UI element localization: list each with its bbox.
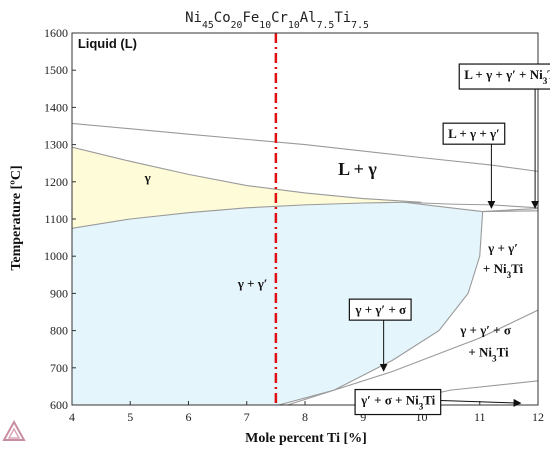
- y-tick-label: 1100: [44, 212, 68, 226]
- chart-title: Ni45Co20Fe10Cr10Al7.5Ti7.5: [185, 10, 369, 31]
- boundary-gamma_solidus_upper: [72, 146, 422, 203]
- boundary-liquidus: [72, 122, 538, 172]
- x-tick-label: 11: [474, 410, 486, 424]
- gamma-gamma-prime-region: [72, 202, 483, 405]
- region-label: Liquid (L): [78, 36, 137, 51]
- region-label: γ: [144, 170, 151, 185]
- boundary-l_gamma_lower: [482, 208, 538, 213]
- region-label: γ + γ′: [487, 240, 518, 255]
- annotation-box: [348, 298, 412, 321]
- thermo-calc-logo-icon: [2, 419, 26, 441]
- y-tick-label: 1300: [44, 138, 68, 152]
- annotation-label: γ′ + σ + Ni3Ti: [360, 393, 436, 412]
- region-label: γ + γ′: [237, 276, 268, 291]
- annotation-label: L + γ + γ′ + Ni3Ti: [464, 67, 550, 86]
- annotation-box: [354, 388, 442, 416]
- y-tick-label: 1200: [44, 175, 68, 189]
- x-tick-label: 12: [532, 410, 544, 424]
- region-label: + Ni3Ti: [468, 345, 509, 364]
- annotation-box: [458, 63, 550, 90]
- y-axis-label: Temperature [ºC]: [9, 165, 24, 270]
- y-tick-label: 1500: [44, 63, 68, 77]
- annotation-arrow: [440, 398, 522, 407]
- y-tick-label: 1400: [44, 100, 68, 114]
- annotation-box: [442, 122, 506, 145]
- x-tick-label: 5: [127, 410, 133, 424]
- y-tick-label: 800: [50, 324, 68, 338]
- boundary-gamma_prime_solvus: [72, 201, 538, 229]
- region-label: L + γ: [338, 159, 377, 179]
- x-tick-label: 8: [302, 410, 308, 424]
- region-label: γ + γ′ + σ: [459, 322, 511, 337]
- plot-area: 4 5 6 7 8 9 10 11 126007008009001000110012001300…: [44, 26, 550, 424]
- x-axis-label: Mole percent Ti [%]: [245, 431, 367, 446]
- boundary-sigma_solvus: [287, 309, 538, 405]
- x-tick-label: 4: [69, 410, 75, 424]
- gamma-region: [72, 147, 422, 229]
- x-tick-label: 6: [186, 410, 192, 424]
- y-tick-label: 900: [50, 286, 68, 300]
- annotation-label: L + γ + γ′: [448, 126, 500, 141]
- plot-content: [72, 33, 538, 405]
- y-tick-label: 1600: [44, 26, 68, 40]
- y-tick-label: 700: [50, 361, 68, 375]
- x-tick-label: 7: [244, 410, 250, 424]
- x-tick-label: 9: [360, 410, 366, 424]
- y-tick-label: 1000: [44, 249, 68, 263]
- y-tick-label: 600: [50, 398, 68, 412]
- boundary-l_gamma_upper: [404, 201, 538, 209]
- region-label: + Ni3Ti: [483, 261, 524, 280]
- annotation-label: γ + γ′ + σ: [354, 302, 406, 317]
